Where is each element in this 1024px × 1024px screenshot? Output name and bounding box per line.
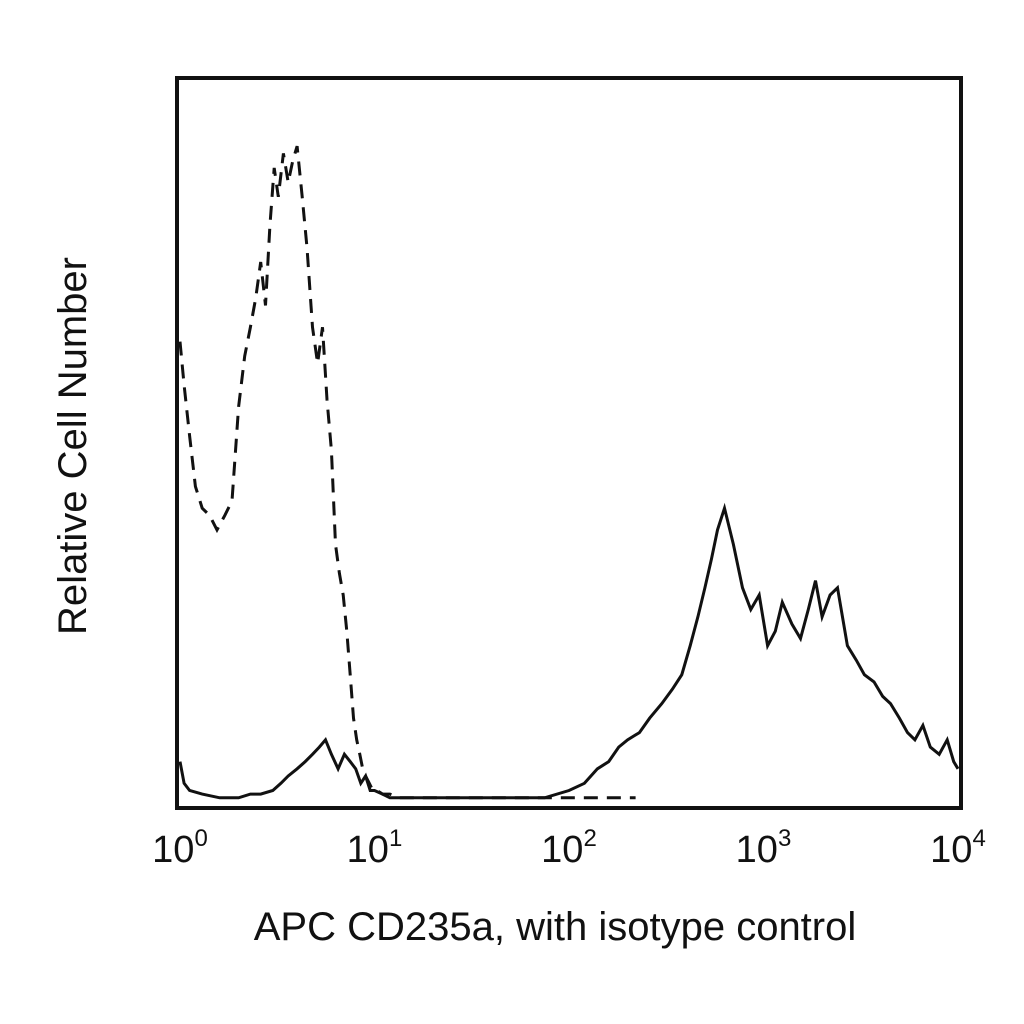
x-tick-label: 103 xyxy=(736,825,792,871)
series-layer xyxy=(178,145,960,800)
x-tick-label: 100 xyxy=(152,825,208,871)
x-tick-label: 101 xyxy=(347,825,403,871)
plot-frame xyxy=(175,76,963,810)
x-axis-label: APC CD235a, with isotype control xyxy=(254,905,857,949)
x-axis-ticks: 100 101 102 103 104 xyxy=(152,825,986,871)
x-tick-label: 104 xyxy=(930,825,986,871)
apc-cd235a-histogram-line xyxy=(178,502,960,800)
y-axis-label: Relative Cell Number xyxy=(51,257,95,635)
x-tick-label: 102 xyxy=(541,825,597,871)
plot-area xyxy=(175,76,963,810)
